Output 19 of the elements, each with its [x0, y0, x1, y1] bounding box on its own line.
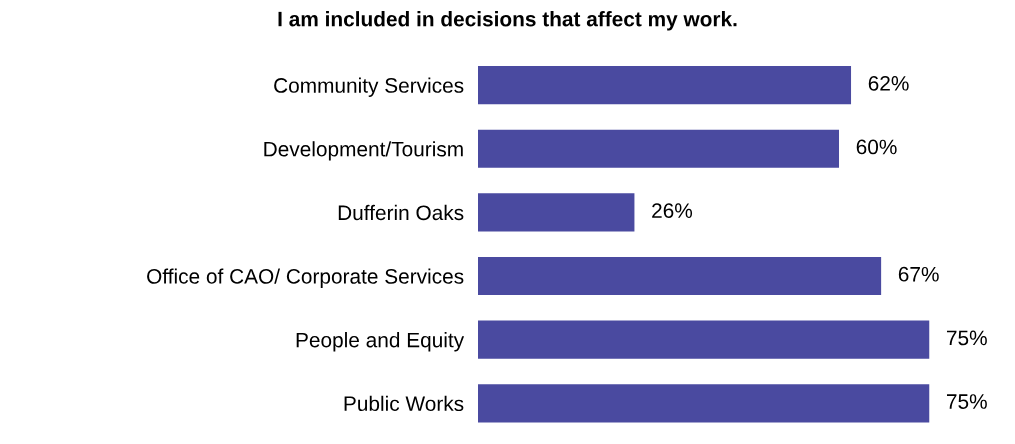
bar: [478, 129, 840, 168]
data-label: 62%: [868, 75, 909, 91]
y-tick-label: Development/Tourism: [264, 141, 463, 161]
data-label: 67%: [898, 266, 939, 282]
y-tick-label: Public Works: [344, 395, 464, 412]
y-tick-label: Office of CAO/ Corporate Services: [147, 268, 464, 288]
data-label: 75%: [946, 394, 987, 409]
y-tick-label: Community Services: [274, 77, 464, 97]
data-label: 75%: [946, 330, 987, 346]
bar: [478, 256, 882, 296]
data-label: 26%: [652, 203, 693, 218]
bar: [478, 320, 930, 359]
y-tick-label: Dufferin Oaks: [338, 204, 464, 221]
bar: [478, 384, 930, 423]
bar: [478, 66, 852, 105]
data-label: 60%: [856, 139, 897, 155]
chart-title: I am included in decisions that affect my work.: [278, 11, 737, 31]
y-tick-label: People and Equity: [296, 332, 465, 352]
bar: [478, 193, 635, 232]
